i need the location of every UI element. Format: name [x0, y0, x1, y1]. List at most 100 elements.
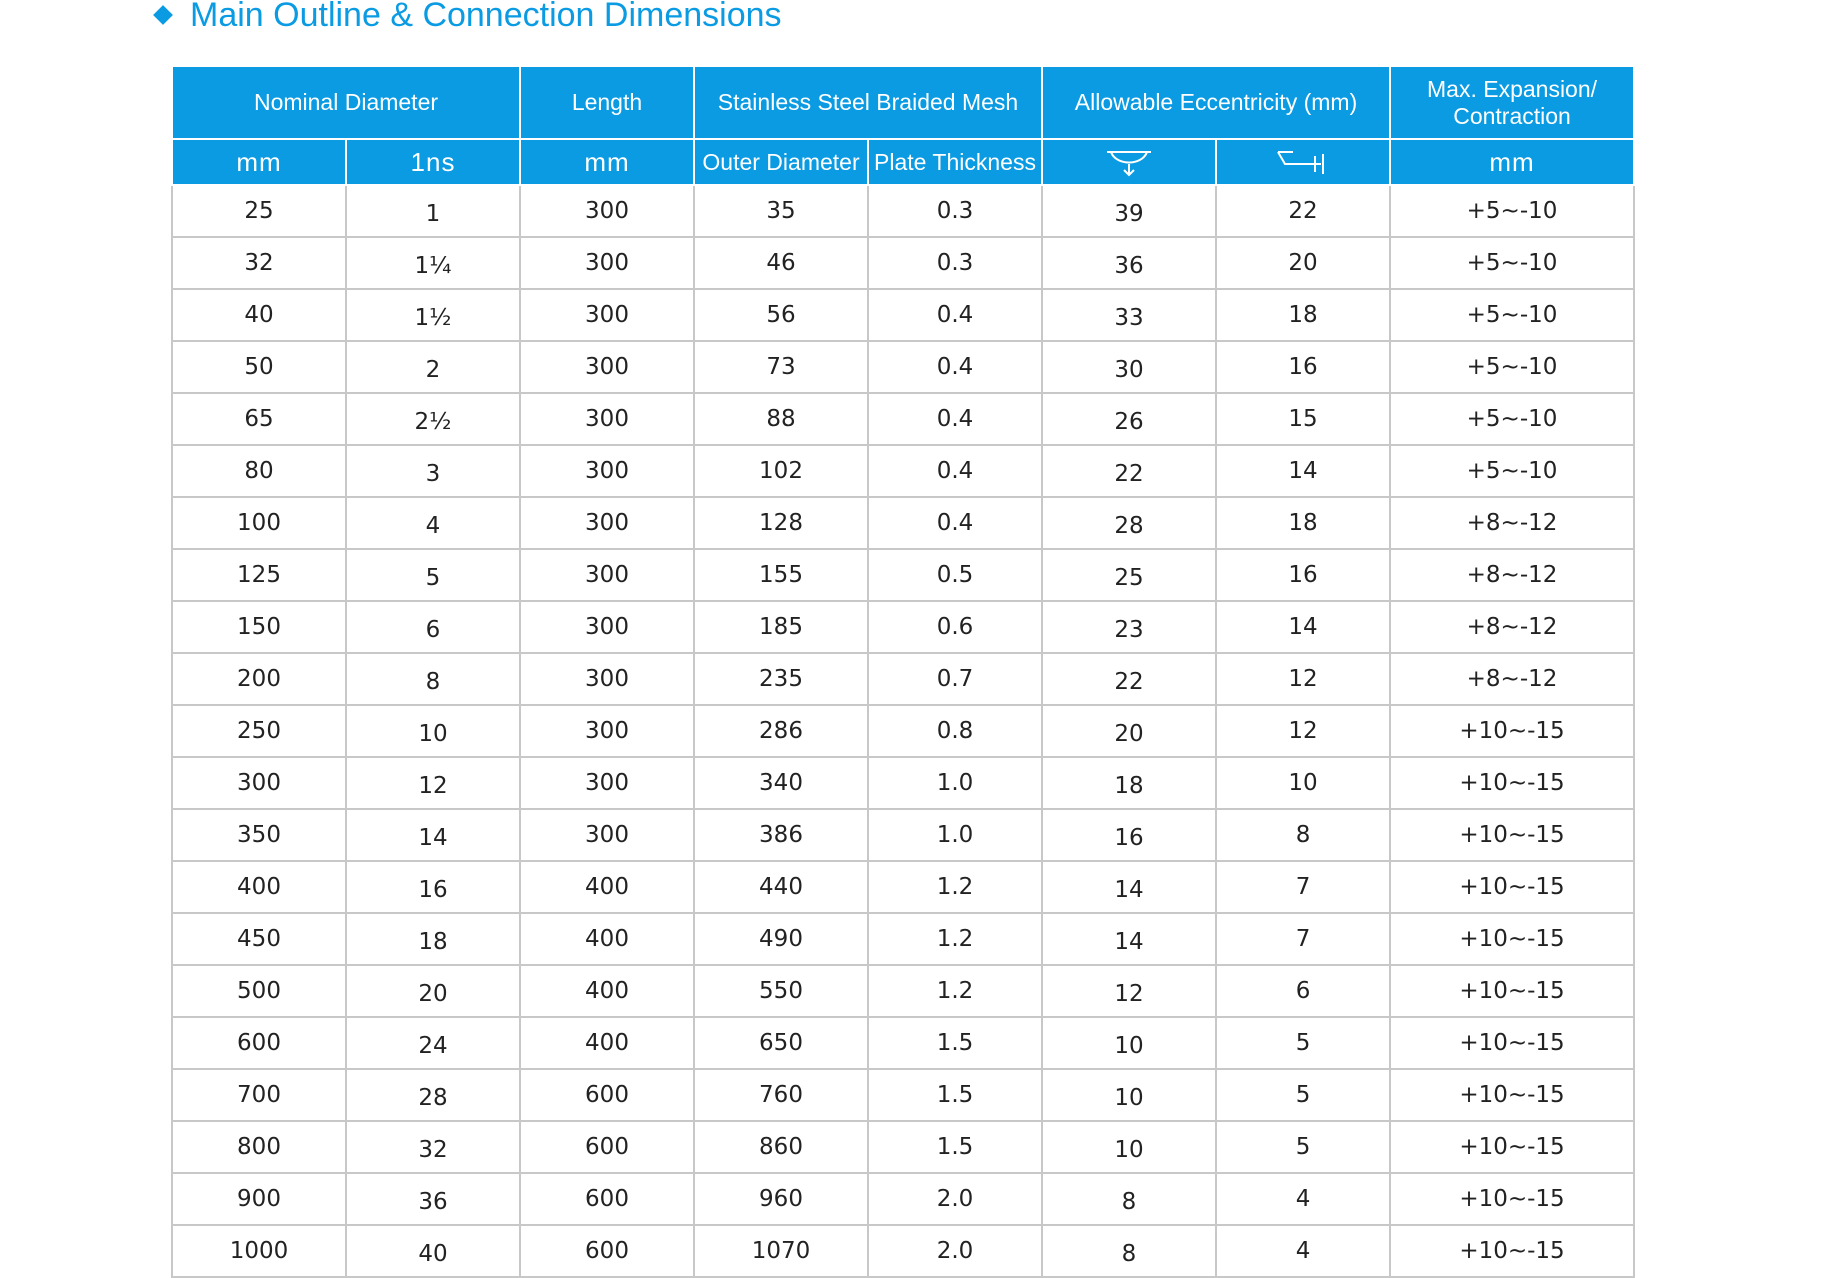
- cell-ecc-lateral: 18: [1042, 757, 1216, 809]
- cell-outer-diameter: 56: [694, 289, 868, 341]
- header-unit-mm: mm: [172, 139, 346, 185]
- table-row: 450 18 400 490 1.2 14 7 +10~-15: [172, 913, 1634, 965]
- cell-length: 300: [520, 549, 694, 601]
- cell-max-expansion: +5~-10: [1390, 185, 1634, 237]
- cell-ecc-lateral: 20: [1042, 705, 1216, 757]
- cell-outer-diameter: 73: [694, 341, 868, 393]
- cell-max-expansion: +10~-15: [1390, 913, 1634, 965]
- cell-nominal-mm: 350: [172, 809, 346, 861]
- table-row: 40 1½ 300 56 0.4 33 18 +5~-10: [172, 289, 1634, 341]
- cell-max-expansion: +8~-12: [1390, 497, 1634, 549]
- cell-length: 300: [520, 185, 694, 237]
- cell-nominal-mm: 200: [172, 653, 346, 705]
- cell-length: 400: [520, 1017, 694, 1069]
- table-row: 900 36 600 960 2.0 8 4 +10~-15: [172, 1173, 1634, 1225]
- cell-length: 300: [520, 393, 694, 445]
- cell-ecc-angular: 18: [1216, 289, 1390, 341]
- cell-outer-diameter: 386: [694, 809, 868, 861]
- cell-max-expansion: +10~-15: [1390, 705, 1634, 757]
- cell-outer-diameter: 88: [694, 393, 868, 445]
- cell-plate-thickness: 1.0: [868, 757, 1042, 809]
- cell-plate-thickness: 0.4: [868, 289, 1042, 341]
- cell-nominal-mm: 600: [172, 1017, 346, 1069]
- cell-ecc-angular: 16: [1216, 549, 1390, 601]
- cell-max-expansion: +10~-15: [1390, 1017, 1634, 1069]
- cell-length: 300: [520, 289, 694, 341]
- cell-ecc-angular: 10: [1216, 757, 1390, 809]
- header-length: Length: [520, 66, 694, 139]
- header-ecc-icon-cell-1: [1042, 139, 1216, 185]
- cell-nominal-ins: 5: [346, 549, 520, 601]
- cell-length: 600: [520, 1173, 694, 1225]
- cell-max-expansion: +8~-12: [1390, 653, 1634, 705]
- cell-outer-diameter: 760: [694, 1069, 868, 1121]
- cell-length: 300: [520, 237, 694, 289]
- cell-nominal-ins: 2: [346, 341, 520, 393]
- table-row: 350 14 300 386 1.0 16 8 +10~-15: [172, 809, 1634, 861]
- table-row: 125 5 300 155 0.5 25 16 +8~-12: [172, 549, 1634, 601]
- cell-plate-thickness: 1.5: [868, 1017, 1042, 1069]
- cell-plate-thickness: 2.0: [868, 1225, 1042, 1277]
- cell-plate-thickness: 0.4: [868, 341, 1042, 393]
- cell-length: 400: [520, 913, 694, 965]
- cell-ecc-lateral: 14: [1042, 913, 1216, 965]
- section-title-text: Main Outline & Connection Dimensions: [190, 0, 782, 35]
- cell-max-expansion: +10~-15: [1390, 1173, 1634, 1225]
- cell-nominal-ins: 32: [346, 1121, 520, 1173]
- cell-nominal-ins: 1¼: [346, 237, 520, 289]
- cell-outer-diameter: 46: [694, 237, 868, 289]
- table-row: 600 24 400 650 1.5 10 5 +10~-15: [172, 1017, 1634, 1069]
- cell-nominal-ins: 24: [346, 1017, 520, 1069]
- cell-max-expansion: +5~-10: [1390, 393, 1634, 445]
- cell-outer-diameter: 102: [694, 445, 868, 497]
- cell-nominal-mm: 450: [172, 913, 346, 965]
- cell-ecc-angular: 4: [1216, 1225, 1390, 1277]
- cell-length: 300: [520, 341, 694, 393]
- cell-length: 400: [520, 965, 694, 1017]
- cell-ecc-lateral: 10: [1042, 1017, 1216, 1069]
- header-length-unit: mm: [520, 139, 694, 185]
- cell-outer-diameter: 960: [694, 1173, 868, 1225]
- cell-ecc-angular: 15: [1216, 393, 1390, 445]
- cell-max-expansion: +8~-12: [1390, 549, 1634, 601]
- cell-nominal-ins: 8: [346, 653, 520, 705]
- cell-length: 400: [520, 861, 694, 913]
- cell-plate-thickness: 0.3: [868, 237, 1042, 289]
- header-braided-mesh: Stainless Steel Braided Mesh: [694, 66, 1042, 139]
- cell-nominal-ins: 10: [346, 705, 520, 757]
- cell-length: 600: [520, 1225, 694, 1277]
- header-expansion-unit: mm: [1390, 139, 1634, 185]
- table-row: 100 4 300 128 0.4 28 18 +8~-12: [172, 497, 1634, 549]
- header-nominal-diameter: Nominal Diameter: [172, 66, 520, 139]
- cell-ecc-angular: 4: [1216, 1173, 1390, 1225]
- cell-ecc-angular: 6: [1216, 965, 1390, 1017]
- cell-ecc-angular: 5: [1216, 1017, 1390, 1069]
- cell-outer-diameter: 440: [694, 861, 868, 913]
- cell-nominal-mm: 150: [172, 601, 346, 653]
- cell-nominal-mm: 40: [172, 289, 346, 341]
- cell-plate-thickness: 1.5: [868, 1069, 1042, 1121]
- cell-outer-diameter: 155: [694, 549, 868, 601]
- cell-nominal-ins: 1½: [346, 289, 520, 341]
- cell-nominal-mm: 80: [172, 445, 346, 497]
- table-row: 150 6 300 185 0.6 23 14 +8~-12: [172, 601, 1634, 653]
- cell-nominal-mm: 700: [172, 1069, 346, 1121]
- cell-nominal-ins: 6: [346, 601, 520, 653]
- cell-ecc-lateral: 39: [1042, 185, 1216, 237]
- header-unit-ins: 1ns: [346, 139, 520, 185]
- cell-nominal-mm: 50: [172, 341, 346, 393]
- cell-outer-diameter: 128: [694, 497, 868, 549]
- cell-nominal-mm: 125: [172, 549, 346, 601]
- cell-ecc-lateral: 30: [1042, 341, 1216, 393]
- cell-max-expansion: +5~-10: [1390, 237, 1634, 289]
- cell-nominal-mm: 100: [172, 497, 346, 549]
- cell-length: 300: [520, 445, 694, 497]
- cell-nominal-mm: 800: [172, 1121, 346, 1173]
- cell-ecc-angular: 12: [1216, 705, 1390, 757]
- cell-plate-thickness: 1.2: [868, 913, 1042, 965]
- cell-nominal-ins: 18: [346, 913, 520, 965]
- table-row: 32 1¼ 300 46 0.3 36 20 +5~-10: [172, 237, 1634, 289]
- dimensions-table: Nominal Diameter Length Stainless Steel …: [171, 65, 1635, 1278]
- cell-max-expansion: +5~-10: [1390, 341, 1634, 393]
- cell-plate-thickness: 1.2: [868, 965, 1042, 1017]
